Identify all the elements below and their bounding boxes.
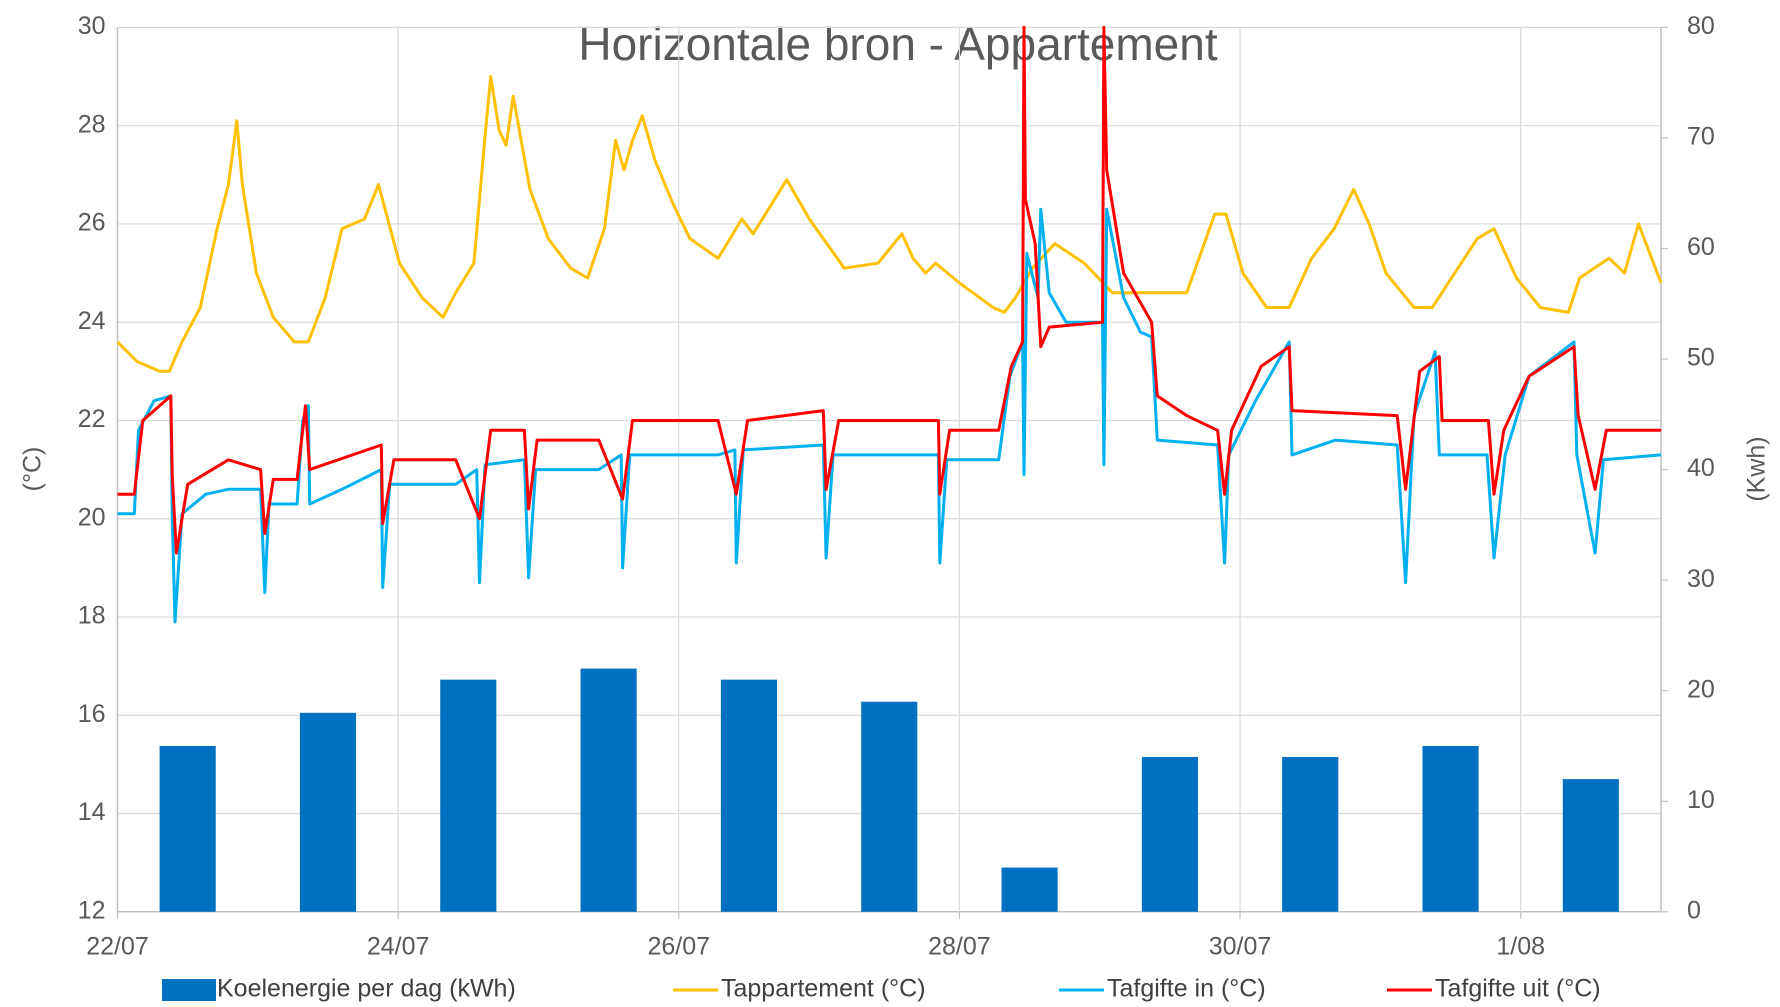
legend-item: Tafgifte in (°C) [1059,975,1266,1003]
x-tick-label: 28/07 [928,932,991,960]
line [116,75,1663,373]
y-tick-label: 12 [78,896,106,924]
x-tick-label: 24/07 [367,932,430,960]
bar [1141,757,1198,912]
bar [720,679,777,912]
x-tick-label: 26/07 [647,932,710,960]
y-tick-label: 26 [78,209,106,237]
legend-label: Tappartement (°C) [721,975,926,1003]
legend-item: Tafgifte uit (°C) [1387,975,1601,1003]
x-tick-label: 1/08 [1496,932,1545,960]
bar [299,712,357,912]
bar [159,745,216,912]
bar [1422,745,1479,912]
legend-label: Koelenergie per dag (kWh) [217,975,516,1003]
line [117,207,1662,624]
y2-tick-label: 20 [1687,675,1715,703]
bar [440,679,497,912]
y2-tick-label: 10 [1687,786,1715,814]
y-tick-label: 28 [78,110,106,138]
y2-tick-label: 30 [1687,565,1715,593]
x-tick-label: 30/07 [1209,932,1272,960]
legend-item: Koelenergie per dag (kWh) [162,975,516,1003]
bar [1282,757,1339,912]
y2-tick-label: 80 [1687,12,1715,40]
y-tick-label: 14 [78,798,106,826]
legend-swatch [162,979,216,1001]
y-tick-label: 18 [78,602,106,630]
y-tick-label: 22 [78,405,106,433]
y2-tick-label: 60 [1687,233,1715,261]
y2-tick-label: 50 [1687,344,1715,372]
legend-label: Tafgifte uit (°C) [1435,975,1601,1003]
y-tick-label: 20 [78,503,106,531]
bar [1562,779,1619,912]
line [117,25,1661,555]
bar [580,668,637,912]
chart-title: Horizontale bron - Appartement [578,18,1217,70]
y-axis-title: (°C) [19,447,47,492]
x-tick-label: 22/07 [86,932,149,960]
bar [1001,867,1058,912]
y-tick-label: 16 [78,700,106,728]
y2-tick-label: 0 [1687,896,1701,924]
y-tick-label: 24 [78,307,106,335]
y2-tick-label: 70 [1687,123,1715,151]
legend-item: Tappartement (°C) [673,975,926,1003]
y2-tick-label: 40 [1687,454,1715,482]
y-tick-label: 30 [78,12,106,40]
bar [861,701,918,912]
legend-label: Tafgifte in (°C) [1107,975,1266,1003]
y2-axis-title: (Kwh) [1743,436,1771,501]
